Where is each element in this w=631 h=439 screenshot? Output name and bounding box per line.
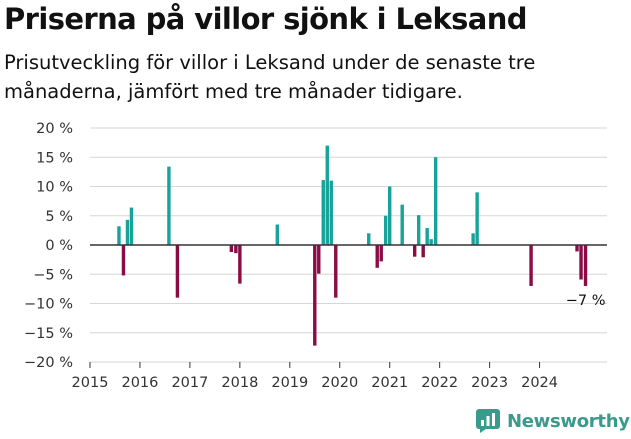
bar-negative [375,245,379,268]
bar-negative [575,245,579,252]
x-tick-label: 2019 [271,375,308,391]
bar-positive [471,233,475,245]
bar-positive [416,215,421,245]
bar-negative [234,245,238,254]
bar-negative [175,245,180,298]
bar-positive [117,226,121,245]
y-tick-label: 15 % [36,150,73,166]
x-tick-label: 2023 [471,375,508,391]
bar-negative [313,245,317,346]
x-tick-label: 2020 [321,375,358,391]
bar-positive [433,157,438,245]
bar-positive [400,204,404,245]
bar-negative [583,245,588,286]
brand-name: Newsworthy [507,410,630,432]
bar-positive [475,192,479,245]
bars [117,145,588,346]
chart-title: Priserna på villor sjönk i Leksand [4,2,528,36]
bar-positive [125,219,130,245]
grid-lines [90,127,607,363]
y-tick-label: 20 % [36,121,73,137]
y-tick-label: 5 % [45,209,73,225]
y-tick-label: 10 % [36,180,73,196]
y-axis-tick-labels: 20 % 15 % 10 % 5 % 0 % −5 % −10 % −15 % −20 % [24,121,73,371]
bar-negative [229,245,234,253]
bar-negative [334,245,338,298]
newsworthy-logo: Newsworthy [476,408,630,434]
bar-positive [129,207,134,245]
x-tick-label: 2021 [371,375,408,391]
y-tick-label: −20 % [24,355,73,371]
y-tick-label: −5 % [33,267,73,283]
x-tick-label: 2022 [421,375,458,391]
bar-negative [238,245,242,284]
x-tick-label: 2016 [121,375,158,391]
x-axis-ticks: 2015 2016 2017 2018 2019 2020 2021 2022 2023 2024 [72,362,558,391]
bar-negative [379,245,383,262]
bar-positive [429,239,433,245]
bar-positive [275,224,280,245]
x-tick-label: 2024 [521,375,558,391]
annotations: −7 % [566,293,606,309]
bar-positive [321,180,325,245]
bar-positive [384,215,388,245]
bar-negative [412,245,417,257]
bar-positive [325,145,329,245]
last-value-label: −7 % [566,293,606,309]
chart-subtitle: Prisutveckling för villor i Leksand unde… [4,51,536,103]
x-tick-label: 2017 [171,375,208,391]
y-tick-label: −15 % [24,326,73,342]
bar-negative [579,245,583,280]
y-tick-label: 0 % [45,238,73,254]
x-tick-label: 2015 [72,375,109,391]
bar-negative [529,245,533,286]
bar-positive [388,186,392,245]
bar-negative [421,245,425,258]
bar-negative [121,245,126,276]
bar-positive [329,180,333,245]
bar-positive [425,228,429,245]
bar-positive [367,233,371,245]
bar-positive [167,166,171,245]
y-tick-label: −10 % [24,297,73,313]
x-tick-label: 2018 [221,375,258,391]
newsworthy-chart-icon [476,409,500,433]
bar-negative [317,245,321,274]
